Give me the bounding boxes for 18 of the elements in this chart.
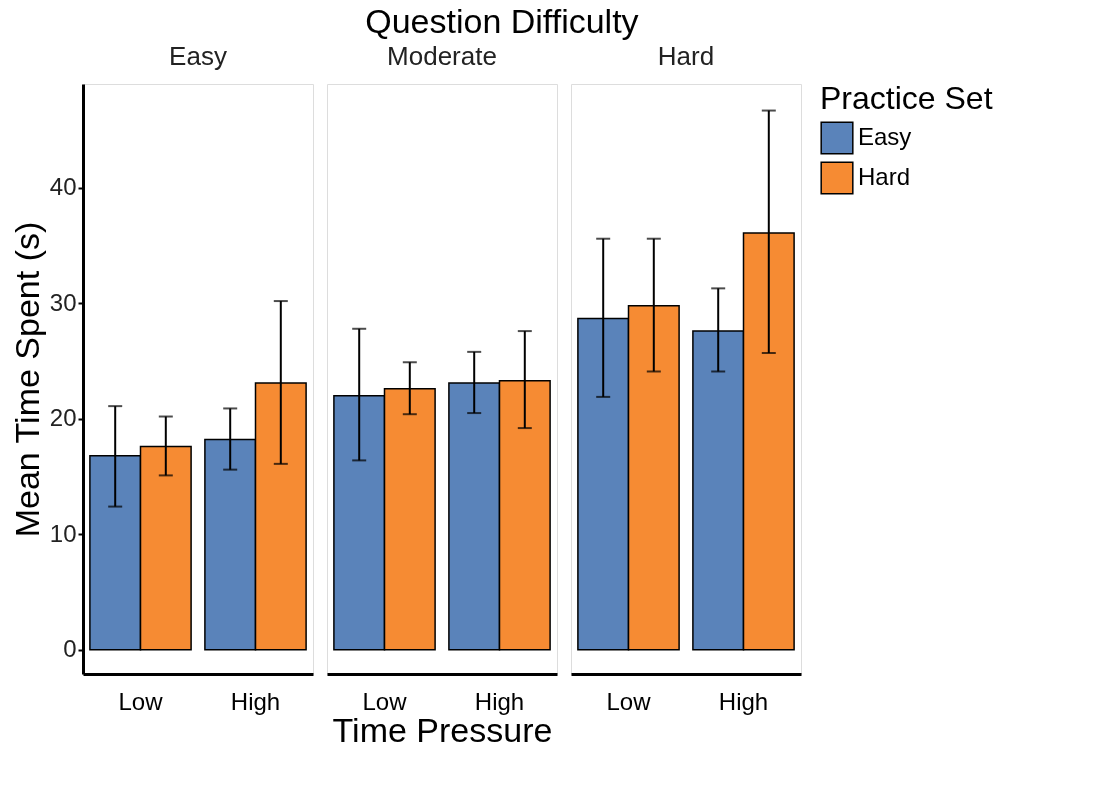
y-tick-label: 10: [49, 519, 77, 547]
x-tick-label: Low: [118, 687, 164, 715]
legend-label: Easy: [858, 123, 912, 150]
y-tick-label: 0: [63, 635, 77, 663]
x-tick-label: High: [230, 687, 281, 715]
chart-title: Easy: [169, 41, 227, 71]
x-tick-label: High: [718, 687, 769, 715]
y-tick-label: 20: [49, 404, 77, 432]
y-axis-title: Mean Time Spent (s): [7, 221, 46, 538]
chart-title: Hard: [657, 41, 715, 71]
legend-title: Practice Set: [820, 80, 993, 116]
y-tick-label: 30: [49, 288, 77, 316]
legend-label: Hard: [858, 163, 911, 190]
x-tick-label: Low: [606, 687, 652, 715]
x-tick-label: Low: [362, 687, 408, 715]
chart-title: Moderate: [387, 41, 497, 71]
y-tick-label: 40: [49, 173, 77, 201]
text: Question Difficulty: [365, 1, 639, 40]
